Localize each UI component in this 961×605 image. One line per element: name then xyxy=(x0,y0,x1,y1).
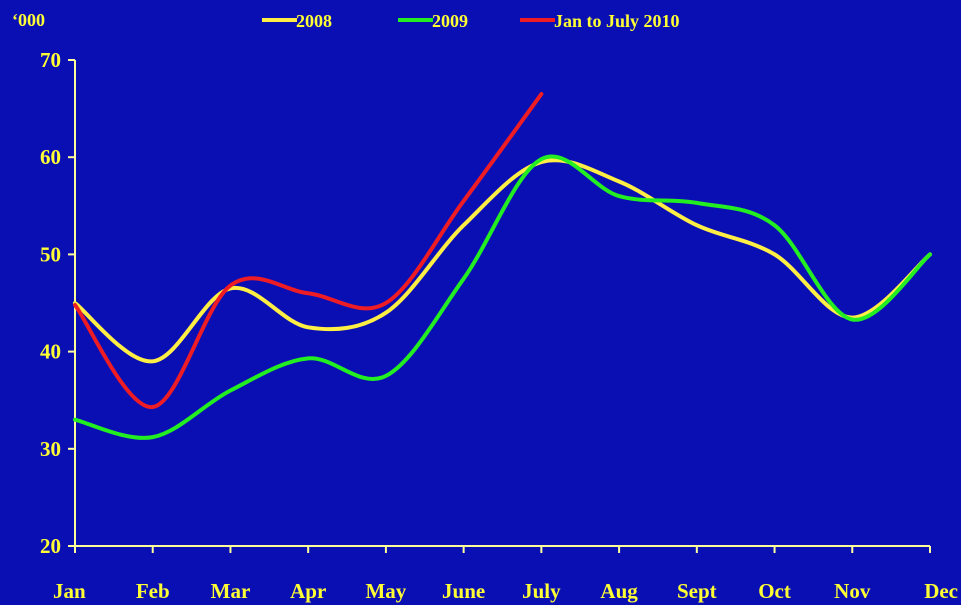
x-tick-label: Nov xyxy=(834,579,871,603)
series-line-2 xyxy=(73,92,544,410)
y-tick-label: 30 xyxy=(40,437,61,461)
x-tick-label: Jan xyxy=(53,579,86,603)
legend-label-2: Jan to July 2010 xyxy=(554,11,680,31)
x-tick-label: May xyxy=(365,579,406,603)
series-line-1 xyxy=(73,154,932,440)
x-tick-label: Sept xyxy=(677,579,717,603)
y-tick-label: 60 xyxy=(40,145,61,169)
y-tick-label: 40 xyxy=(40,340,61,364)
x-tick-label: Oct xyxy=(758,579,791,603)
axes: 20 30 40 50 60 70 Jan Feb Mar Apr May June July Aug Se… xyxy=(40,48,958,603)
x-tick-label: July xyxy=(522,579,561,603)
x-tick-label: Feb xyxy=(136,579,170,603)
series-line-0 xyxy=(73,158,932,364)
series-layer xyxy=(73,92,932,440)
x-tick-label: Mar xyxy=(211,579,251,603)
unit-label: ‘000 xyxy=(12,10,45,30)
y-tick-label: 70 xyxy=(40,48,61,72)
x-tick-label: June xyxy=(442,579,485,603)
x-tick-label: Aug xyxy=(600,579,638,603)
legend: 2008 2009 Jan to July 2010 xyxy=(262,11,680,31)
y-tick-label: 20 xyxy=(40,534,61,558)
y-tick-label: 50 xyxy=(40,242,61,266)
x-tick-label: Apr xyxy=(290,579,326,603)
legend-label-0: 2008 xyxy=(296,11,332,31)
x-tick-label: Dec xyxy=(924,579,958,603)
legend-label-1: 2009 xyxy=(432,11,468,31)
